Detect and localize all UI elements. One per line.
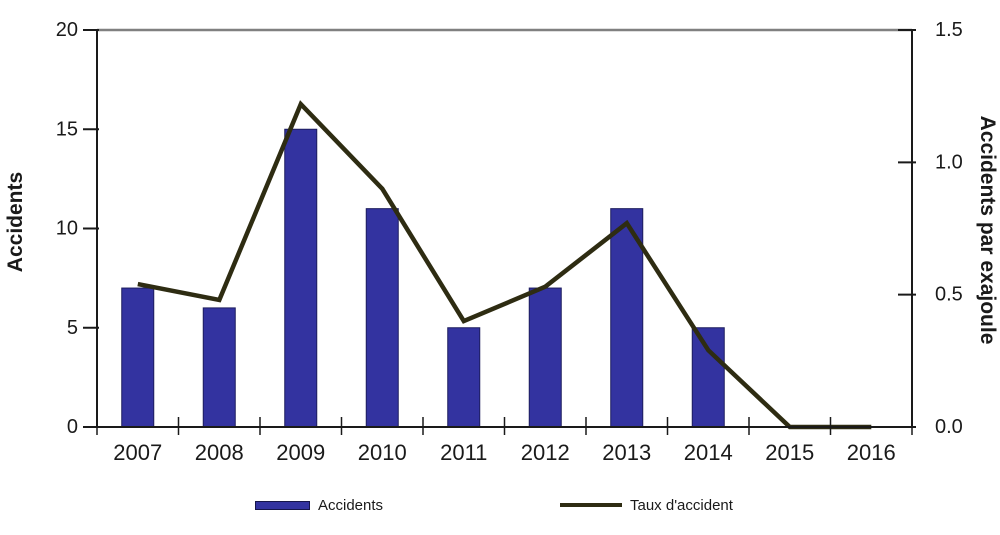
accident-rate-line bbox=[137, 100, 872, 430]
x-axis-label-2016: 2016 bbox=[847, 440, 896, 465]
bar-2012 bbox=[528, 287, 562, 428]
left-axis-tick-label: 20 bbox=[56, 19, 78, 41]
x-axis-label-2014: 2014 bbox=[684, 440, 733, 465]
x-axis-label-2013: 2013 bbox=[602, 440, 651, 465]
legend-bar-swatch bbox=[255, 500, 310, 510]
left-axis-tick-label: 0 bbox=[67, 416, 78, 438]
bar-2008 bbox=[202, 307, 236, 428]
left-axis-tick-label: 10 bbox=[56, 218, 78, 240]
x-axis-label-2008: 2008 bbox=[195, 440, 244, 465]
legend-line-swatch bbox=[560, 503, 622, 507]
bar-2011 bbox=[447, 327, 481, 428]
left-axis-tick-label: 5 bbox=[67, 317, 78, 339]
bar-2010 bbox=[365, 208, 399, 428]
x-axis-label-2010: 2010 bbox=[358, 440, 407, 465]
chart-canvas: 0 5 10 15 20 0.0 0.5 1.0 1.5 2007 2008 2009 2010 2011… bbox=[56, 19, 963, 465]
bar-2007 bbox=[121, 287, 155, 428]
x-axis-label-2007: 2007 bbox=[113, 440, 162, 465]
bar-2014 bbox=[691, 327, 725, 428]
x-axis-label-2009: 2009 bbox=[276, 440, 325, 465]
right-axis-tick-label: 1.5 bbox=[935, 19, 963, 41]
legend-label-taux-daccident: Taux d'accident bbox=[630, 496, 733, 514]
x-axis-label-2012: 2012 bbox=[521, 440, 570, 465]
right-axis-tick-label: 0.5 bbox=[935, 284, 963, 306]
left-axis-tick-label: 15 bbox=[56, 118, 78, 140]
x-axis-label-2011: 2011 bbox=[440, 440, 487, 465]
bar-2009 bbox=[284, 128, 318, 428]
legend-label-accidents: Accidents bbox=[318, 496, 384, 514]
legend-item-taux-daccident: Taux d'accident bbox=[560, 496, 733, 514]
right-axis-tick-label: 0.0 bbox=[935, 416, 963, 438]
x-axis-label-2015: 2015 bbox=[765, 440, 814, 465]
right-axis-tick-label: 1.0 bbox=[935, 151, 963, 173]
legend-item-accidents: Accidents bbox=[255, 496, 384, 514]
